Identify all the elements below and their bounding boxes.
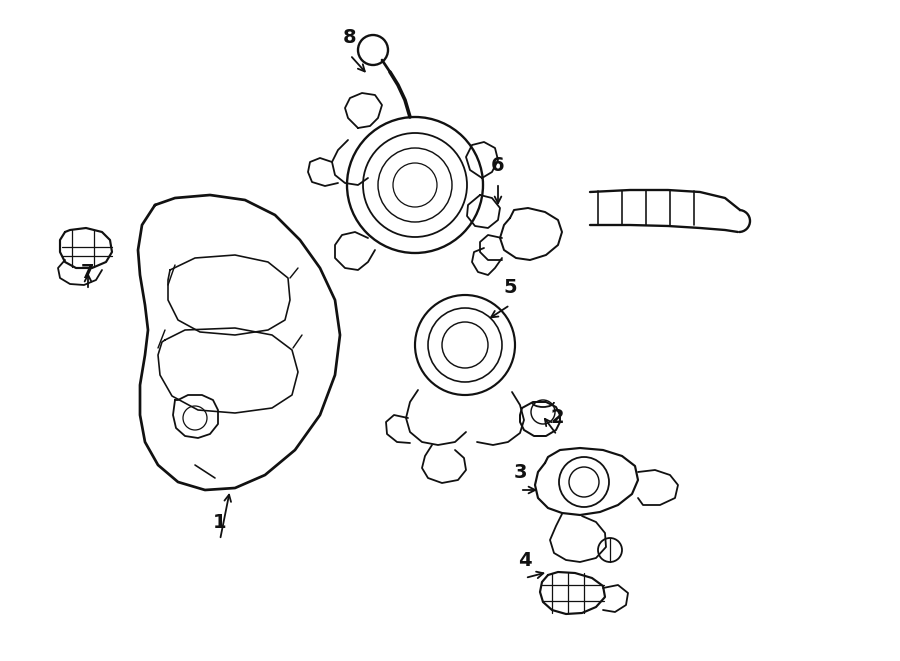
- Text: 4: 4: [518, 551, 532, 570]
- Text: 2: 2: [550, 408, 563, 427]
- Text: 7: 7: [81, 263, 94, 282]
- Text: 1: 1: [213, 513, 227, 532]
- Text: 6: 6: [491, 156, 505, 175]
- Text: 5: 5: [503, 278, 517, 297]
- Text: 8: 8: [343, 28, 356, 47]
- Text: 3: 3: [513, 463, 526, 482]
